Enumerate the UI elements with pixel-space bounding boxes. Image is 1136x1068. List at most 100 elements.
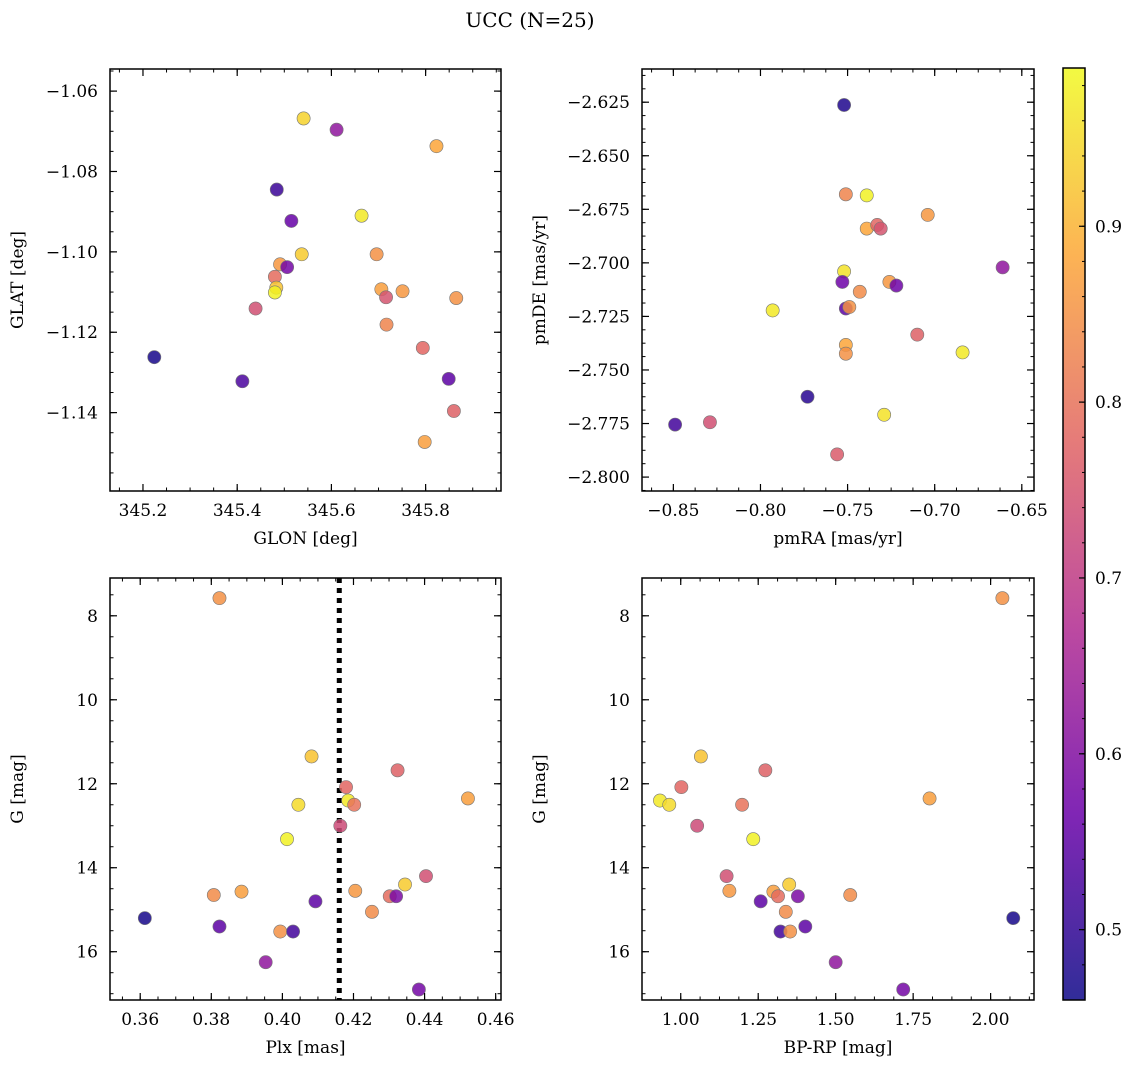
scatter-point <box>398 877 412 892</box>
scatter-point <box>339 780 353 795</box>
colorbar-gradient <box>1063 68 1085 1000</box>
colorbar-tick-label: 0.7 <box>1095 569 1122 589</box>
axes-frame <box>641 577 1035 1001</box>
y-tick-label: −2.650 <box>567 147 630 167</box>
scatter-point <box>347 797 362 812</box>
scatter-point <box>1006 911 1021 926</box>
y-axis-label: pmDE [mas/yr] <box>530 215 550 345</box>
y-tick-label: −2.675 <box>567 200 630 220</box>
scatter-point <box>690 818 705 833</box>
y-tick-label: 10 <box>608 691 630 711</box>
scatter-point <box>910 327 925 342</box>
x-tick-label: −0.75 <box>822 501 874 521</box>
scatter-panel-3: 0.36 0.38 0.40 0.42 0.44 0.46 8 10 12 14 16 Plx [ma… <box>8 577 515 1058</box>
scatter-panel-2: −0.85 −0.80 −0.75 −0.70 −0.65 −2.625 −2.650 −2.… <box>530 68 1048 549</box>
x-tick-label: −0.80 <box>734 501 786 521</box>
y-tick-label: 16 <box>76 943 98 963</box>
scatter-point <box>877 407 892 422</box>
y-tick-label: 14 <box>608 859 630 879</box>
colorbar-tick-label: 0.8 <box>1095 393 1122 413</box>
colorbar-tick-label: 0.9 <box>1095 217 1122 237</box>
x-tick-label: 1.00 <box>662 1010 700 1030</box>
x-tick-label: 0.44 <box>406 1010 444 1030</box>
scatter-point <box>735 797 749 812</box>
scatter-point <box>284 214 299 228</box>
scatter-point <box>419 869 433 884</box>
scatter-point <box>411 982 426 997</box>
y-axis-label: G [mag] <box>530 754 550 823</box>
y-tick-label: −1.08 <box>46 162 98 182</box>
scatter-point <box>354 208 369 223</box>
x-tick-label: 0.38 <box>192 1010 230 1030</box>
x-tick-label: 1.25 <box>739 1010 777 1030</box>
scatter-panel-4: 1.00 1.25 1.50 1.75 2.00 8 10 12 14 16 BP-RP [mag]… <box>530 577 1035 1058</box>
scatter-point <box>838 346 853 361</box>
x-tick-label: 0.36 <box>121 1010 159 1030</box>
scatter-point <box>369 247 384 262</box>
scatter-point <box>389 889 404 904</box>
scatter-point <box>296 111 311 126</box>
scatter-point <box>417 435 432 449</box>
points <box>668 98 1010 462</box>
x-axis-label: pmRA [mas/yr] <box>773 529 902 549</box>
x-tick-label: 345.4 <box>213 501 262 521</box>
x-tick-label: −0.65 <box>996 501 1048 521</box>
x-tick-label: 0.42 <box>335 1010 373 1030</box>
scatter-panel-1: 345.2 345.4 345.6 345.8 −1.06 −1.08 −1.10 −1.12… <box>8 68 502 549</box>
scatter-point <box>206 888 221 902</box>
scatter-point <box>693 749 708 764</box>
y-tick-label: 8 <box>87 607 98 627</box>
scatter-point <box>234 884 249 899</box>
scatter-point <box>722 883 737 898</box>
colorbar-frame <box>1062 67 1086 1001</box>
y-tick-label: −2.725 <box>567 307 630 327</box>
scatter-point <box>798 919 813 934</box>
scatter-point <box>771 889 785 904</box>
scatter-point <box>668 417 683 432</box>
scatter-point <box>379 290 393 305</box>
figure-title: UCC (N=25) <box>465 8 594 32</box>
scatter-point <box>842 300 857 314</box>
y-tick-label: −2.700 <box>567 254 630 274</box>
scatter-point <box>446 404 461 418</box>
colorbar: 0.5 0.6 0.7 0.8 0.9 <box>1062 67 1122 1001</box>
scatter-point <box>800 389 815 404</box>
y-tick-label: −1.14 <box>46 404 98 424</box>
axes-frame <box>109 68 502 492</box>
scatter-point <box>395 284 410 299</box>
x-tick-label: 0.40 <box>263 1010 301 1030</box>
scatter-point <box>461 791 475 806</box>
y-tick-label: 16 <box>608 943 630 963</box>
x-tick-label: −0.70 <box>909 501 961 521</box>
scatter-point <box>449 291 464 305</box>
axes-frame <box>109 577 502 1001</box>
scatter-point <box>304 749 319 764</box>
scatter-point <box>873 221 888 236</box>
scatter-point <box>662 797 677 812</box>
x-axis-label: BP-RP [mag] <box>784 1038 893 1058</box>
scatter-point <box>955 345 970 360</box>
scatter-point <box>896 982 911 997</box>
scatter-point <box>333 818 348 833</box>
y-tick-label: 10 <box>76 691 98 711</box>
scatter-point <box>294 247 309 262</box>
scatter-point <box>765 303 780 318</box>
scatter-point <box>212 919 227 934</box>
scatter-point <box>783 924 798 939</box>
scatter-point <box>248 301 263 316</box>
scatter-point <box>415 341 430 355</box>
scatter-point <box>390 763 405 778</box>
colorbar-tick-label: 0.6 <box>1095 745 1122 765</box>
scatter-point <box>258 955 273 970</box>
scatter-point <box>828 955 843 970</box>
y-tick-label: −1.10 <box>46 243 98 263</box>
scatter-point <box>674 780 689 795</box>
x-axis-label: GLON [deg] <box>253 529 357 549</box>
scatter-point <box>995 260 1010 275</box>
y-tick-label: 12 <box>76 775 98 795</box>
points <box>653 591 1021 997</box>
scatter-point <box>212 591 227 606</box>
x-tick-label: 345.6 <box>307 501 356 521</box>
scatter-point <box>137 911 152 926</box>
